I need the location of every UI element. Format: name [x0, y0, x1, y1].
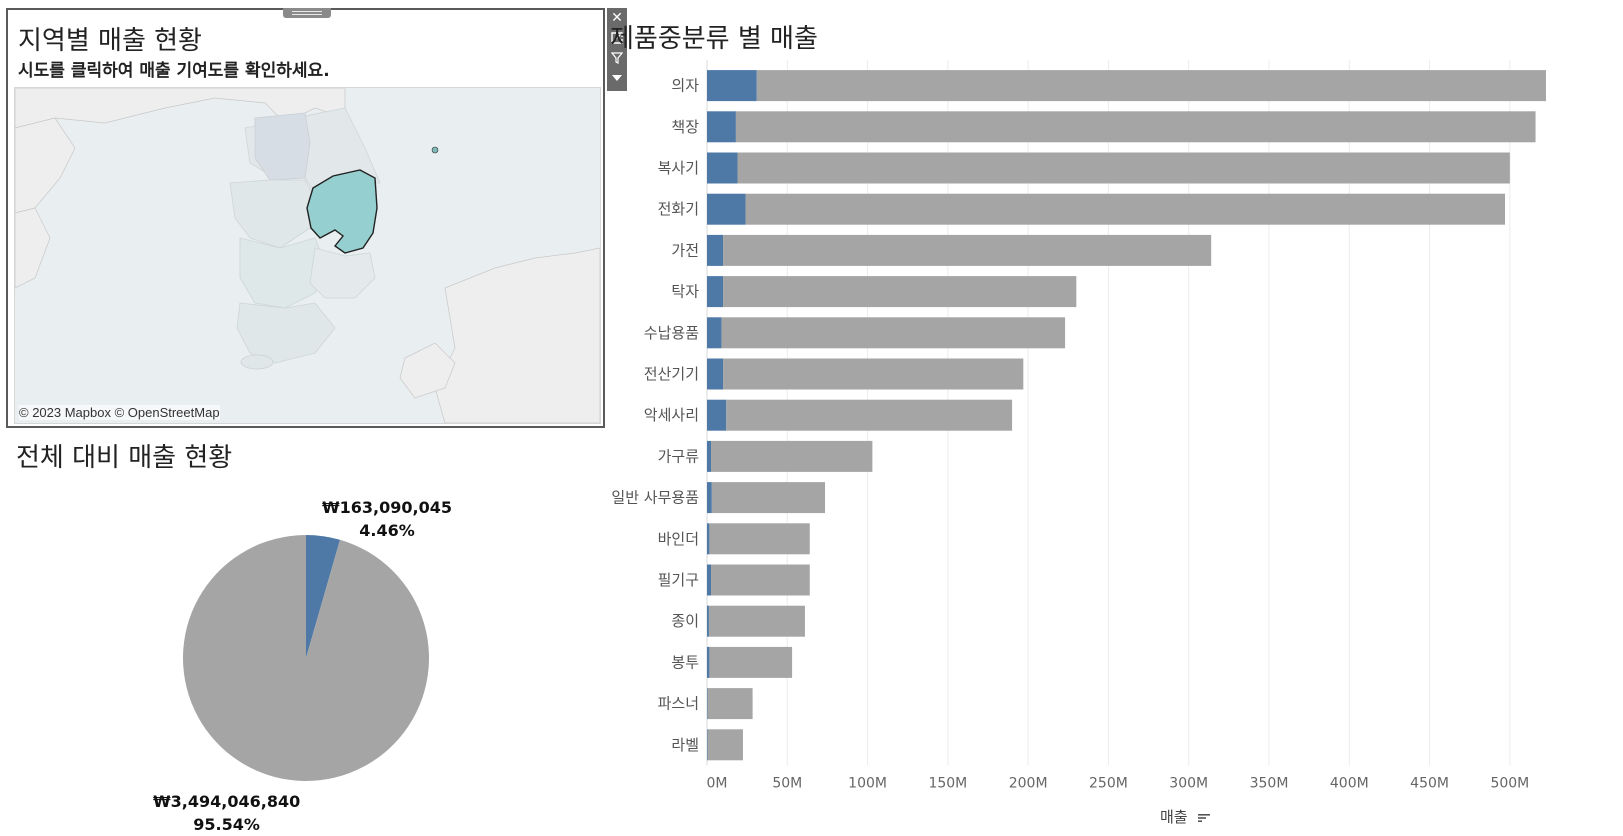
bar-rest[interactable] [709, 646, 793, 678]
category-label[interactable]: 라벨 [671, 736, 699, 754]
popout-icon[interactable] [607, 28, 627, 48]
bar-rest[interactable] [711, 440, 873, 472]
bar-selected[interactable] [707, 729, 708, 761]
bar-rest[interactable] [723, 234, 1212, 266]
bar-selected[interactable] [707, 317, 722, 349]
category-label[interactable]: 가전 [671, 241, 699, 259]
close-icon[interactable]: ✕ [611, 10, 623, 26]
bar-selected[interactable] [707, 70, 757, 102]
category-label[interactable]: 악세사리 [644, 406, 699, 424]
pie-chart[interactable] [178, 530, 434, 786]
pie-title: 전체 대비 매출 현황 [16, 443, 233, 473]
bar-rest[interactable] [711, 482, 826, 514]
bar-rest[interactable] [745, 193, 1506, 225]
category-label[interactable]: 봉투 [671, 653, 699, 671]
category-label[interactable]: 필기구 [658, 571, 699, 589]
dropdown-icon[interactable] [607, 68, 627, 88]
x-tick-label: 500M [1490, 775, 1529, 791]
category-label[interactable]: 복사기 [658, 159, 699, 177]
bar-rest[interactable] [723, 276, 1077, 308]
bar-selected[interactable] [707, 152, 738, 184]
x-tick-label: 0M [707, 775, 728, 791]
x-tick-label: 300M [1169, 775, 1208, 791]
map-selected-region [306, 169, 378, 254]
bar-rest[interactable] [707, 688, 753, 720]
bar-selected[interactable] [707, 358, 724, 390]
map-region [254, 112, 311, 181]
bar-rest[interactable] [756, 70, 1546, 102]
pie-slice[interactable] [306, 535, 341, 658]
map-subtitle: 시도를 클릭하여 매출 기여도를 확인하세요. [18, 61, 330, 81]
category-label[interactable]: 의자 [671, 77, 699, 95]
bar-selected[interactable] [707, 605, 709, 637]
pie-label-rest-amount: ₩3,494,046,840 [153, 792, 301, 811]
pie-slice[interactable] [182, 535, 429, 781]
category-label[interactable]: 바인더 [658, 530, 699, 548]
panel-toolbar: ✕ [607, 8, 627, 91]
bar-selected[interactable] [707, 276, 724, 308]
bar-selected[interactable] [707, 234, 724, 266]
category-label[interactable]: 수납용품 [644, 324, 699, 342]
x-tick-label: 250M [1089, 775, 1128, 791]
map-attribution[interactable]: © 2023 Mapbox © OpenStreetMap [19, 405, 220, 420]
bar-rest[interactable] [723, 358, 1024, 390]
sort-icon[interactable] [1198, 813, 1211, 823]
bar-rest[interactable] [735, 111, 1536, 143]
pie-label-selected-pct: 4.46% [359, 521, 415, 540]
bar-rest[interactable] [707, 729, 743, 761]
category-label[interactable]: 가구류 [658, 447, 700, 465]
bar-selected[interactable] [707, 111, 736, 143]
map-region [229, 179, 316, 249]
category-label[interactable]: 종이 [671, 612, 699, 630]
bar-selected[interactable] [707, 646, 710, 678]
pie-label-selected: ₩163,090,045 4.46% [322, 496, 452, 542]
bar-rest[interactable] [709, 523, 810, 555]
category-label[interactable]: 전화기 [658, 200, 699, 218]
x-tick-label: 450M [1410, 775, 1449, 791]
category-label[interactable]: 전산기기 [644, 365, 699, 383]
category-label[interactable]: 파스너 [658, 695, 699, 713]
bar-selected[interactable] [707, 564, 712, 596]
pie-label-rest: ₩3,494,046,840 95.54% [153, 790, 300, 836]
x-tick-label: 100M [848, 775, 887, 791]
category-label[interactable]: 탁자 [671, 283, 699, 301]
x-tick-label: 400M [1330, 775, 1369, 791]
bar-rest[interactable] [708, 605, 805, 637]
map-panel: 지역별 매출 현황 시도를 클릭하여 매출 기여도를 확인하세요. [6, 8, 605, 428]
filter-icon[interactable] [607, 48, 627, 68]
bar-chart-title: 제품중분류 별 매출 [610, 24, 818, 54]
korea-map[interactable]: © 2023 Mapbox © OpenStreetMap [14, 87, 601, 424]
bar-selected[interactable] [707, 688, 708, 720]
x-tick-label: 200M [1009, 775, 1048, 791]
bar-selected[interactable] [707, 440, 712, 472]
pie-label-selected-amount: ₩163,090,045 [322, 498, 452, 517]
category-label[interactable]: 일반 사무용품 [611, 489, 699, 507]
pie-label-rest-pct: 95.54% [193, 815, 260, 834]
bar-selected[interactable] [707, 193, 746, 225]
bar-rest[interactable] [726, 399, 1013, 431]
bar-selected[interactable] [707, 482, 712, 514]
category-label[interactable]: 책장 [671, 118, 699, 136]
map-region [236, 302, 336, 364]
x-tick-label: 50M [772, 775, 802, 791]
map-title: 지역별 매출 현황 [18, 26, 202, 56]
bar-rest[interactable] [711, 564, 810, 596]
map-region [309, 247, 376, 299]
x-axis-title[interactable]: 매출 [1160, 806, 1211, 827]
x-axis-title-text: 매출 [1160, 808, 1188, 826]
x-tick-label: 150M [928, 775, 967, 791]
bar-selected[interactable] [707, 399, 727, 431]
bar-selected[interactable] [707, 523, 710, 555]
map-region [239, 237, 326, 309]
bar-rest[interactable] [737, 152, 1510, 184]
bar-rest[interactable] [721, 317, 1066, 349]
x-tick-label: 350M [1250, 775, 1289, 791]
panel-drag-handle[interactable] [283, 8, 331, 18]
